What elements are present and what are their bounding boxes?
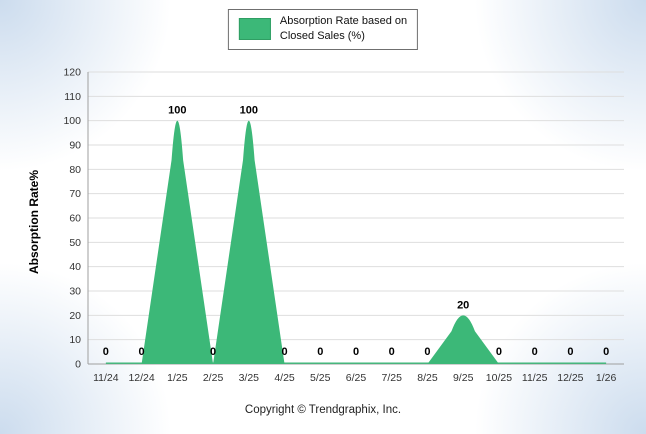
svg-text:0: 0 [389, 346, 395, 358]
svg-text:2/25: 2/25 [203, 372, 224, 384]
svg-text:0: 0 [603, 346, 609, 358]
svg-text:0: 0 [75, 359, 81, 371]
svg-text:0: 0 [103, 346, 109, 358]
svg-text:120: 120 [63, 67, 81, 79]
svg-text:3/25: 3/25 [239, 372, 260, 384]
svg-text:100: 100 [240, 105, 258, 117]
svg-text:40: 40 [69, 261, 81, 273]
plot-area: 0 10 20 30 40 50 60 70 80 90 100 110 120 0 11/24 0 12/24… [63, 67, 624, 384]
svg-text:8/25: 8/25 [417, 372, 438, 384]
svg-text:0: 0 [532, 346, 538, 358]
svg-text:11/24: 11/24 [93, 372, 119, 384]
svg-text:20: 20 [69, 310, 81, 322]
svg-text:50: 50 [69, 237, 81, 249]
svg-text:90: 90 [69, 140, 81, 152]
y-axis-title: Absorption Rate% [27, 169, 41, 275]
svg-text:10/25: 10/25 [486, 372, 512, 384]
svg-text:100: 100 [63, 115, 81, 127]
svg-text:0: 0 [424, 346, 430, 358]
svg-text:70: 70 [69, 188, 81, 200]
svg-text:30: 30 [69, 286, 81, 298]
svg-text:80: 80 [69, 164, 81, 176]
svg-text:10: 10 [69, 334, 81, 346]
svg-text:1/25: 1/25 [167, 372, 188, 384]
svg-text:110: 110 [64, 91, 81, 103]
svg-text:6/25: 6/25 [346, 372, 367, 384]
svg-text:12/24: 12/24 [128, 372, 154, 384]
svg-text:4/25: 4/25 [274, 372, 295, 384]
svg-text:100: 100 [168, 105, 186, 117]
svg-text:0: 0 [281, 346, 287, 358]
svg-text:0: 0 [210, 346, 216, 358]
svg-text:0: 0 [567, 346, 573, 358]
svg-text:7/25: 7/25 [382, 372, 403, 384]
legend-label: Absorption Rate based on Closed Sales (%… [280, 14, 407, 45]
svg-text:0: 0 [353, 346, 359, 358]
svg-text:1/26: 1/26 [596, 372, 617, 384]
svg-text:0: 0 [496, 346, 502, 358]
legend-label-line2: Closed Sales (%) [279, 30, 365, 43]
svg-text:11/25: 11/25 [522, 372, 548, 384]
svg-text:60: 60 [69, 213, 81, 225]
svg-text:9/25: 9/25 [453, 372, 474, 384]
copyright: Copyright © Trendgraphix, Inc. [244, 404, 402, 416]
svg-text:20: 20 [457, 299, 469, 311]
svg-text:0: 0 [317, 346, 323, 358]
legend-label-line1: Absorption Rate based on [279, 15, 408, 27]
legend: Absorption Rate based on Closed Sales (%… [227, 9, 419, 50]
svg-text:5/25: 5/25 [310, 372, 331, 384]
svg-text:0: 0 [139, 346, 145, 358]
legend-swatch [238, 18, 271, 41]
svg-text:12/25: 12/25 [557, 372, 583, 384]
